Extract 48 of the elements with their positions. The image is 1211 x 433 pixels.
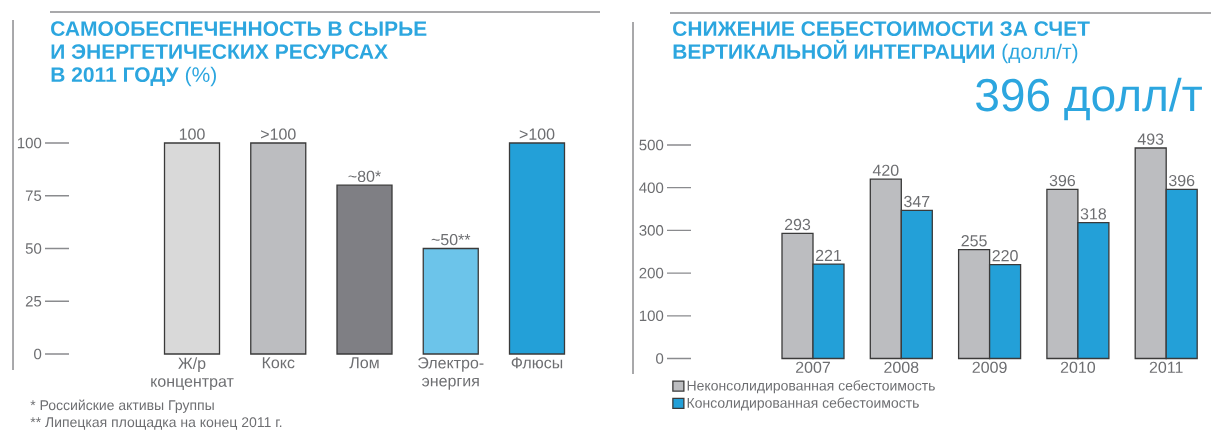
x-tick-label: Лом — [349, 357, 379, 369]
data-label: 396 — [1049, 174, 1076, 187]
data-label: >100 — [261, 128, 296, 140]
data-label: 255 — [961, 235, 987, 247]
data-label: 221 — [815, 249, 842, 261]
y-tick-label: 400 — [639, 182, 664, 193]
data-label: 347 — [904, 195, 930, 208]
legend-label: Неконсолидированная себестоимость — [687, 380, 935, 394]
y-tick-label: 300 — [639, 225, 664, 236]
y-tick-label: 500 — [639, 139, 664, 151]
y-tick-label: 25 — [25, 295, 42, 307]
y-tick-label: 200 — [639, 267, 664, 279]
x-tick-label: 2010 — [1060, 361, 1096, 374]
data-label: 293 — [784, 218, 811, 231]
data-label: ~80* — [348, 170, 381, 182]
chart-title: СНИЖЕНИЕ СЕБЕСТОИМОСТИ ЗА СЧЕТ ВЕРТИКАЛЬНОЙ ИНТЕГРАЦИИ (долл/т) — [673, 21, 1090, 64]
data-label: 318 — [1080, 208, 1107, 220]
bar — [250, 142, 307, 355]
bar — [163, 142, 221, 355]
y-tick-label: 0 — [656, 353, 664, 364]
y-tick-label: 100 — [17, 137, 42, 149]
chart-title: САМООБЕСПЕЧЕННОСТЬ В СЫРЬЕ И ЭНЕРГЕТИЧЕСКИХ РЕСУРСАХ В 2011 ГОДУ (%) — [51, 21, 427, 87]
bar — [508, 142, 566, 355]
text: ** Липецкая площадка на конец 2011 г. — [30, 417, 282, 430]
text: * Российские активы Группы — [30, 399, 214, 413]
chart-subtitle: 396 долл/т — [976, 77, 1202, 121]
data-label: ~50** — [431, 233, 471, 246]
y-tick-label: 50 — [25, 243, 42, 254]
data-label: 396 — [1168, 174, 1195, 187]
bar — [422, 247, 479, 355]
data-label: 100 — [179, 128, 205, 140]
y-tick-label: 0 — [34, 348, 42, 360]
data-label: 420 — [872, 164, 899, 176]
x-tick-label: 2008 — [884, 361, 919, 374]
x-tick-label: Кокс — [262, 357, 295, 369]
legend-label: Консолидированная себестоимость — [687, 397, 919, 411]
x-tick-label: Ж/р концентрат — [151, 357, 234, 391]
y-tick-label: 75 — [25, 190, 42, 201]
data-label: 493 — [1137, 133, 1164, 145]
x-tick-label: Электро-энергия — [418, 357, 484, 390]
y-tick-label: 100 — [639, 310, 664, 322]
x-tick-label: 2011 — [1149, 361, 1183, 374]
x-tick-label: Флюсы — [511, 357, 563, 369]
x-tick-label: 2009 — [972, 361, 1007, 374]
data-label: >100 — [519, 128, 555, 140]
bar — [336, 184, 393, 355]
data-label: 220 — [992, 250, 1018, 262]
x-tick-label: 2007 — [796, 361, 830, 374]
